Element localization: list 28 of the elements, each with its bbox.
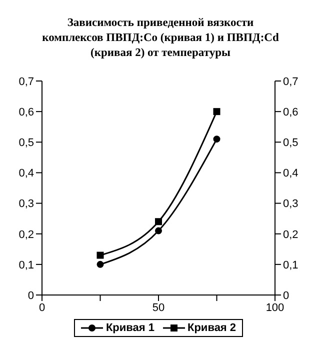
- y-tick-label: 0: [28, 290, 34, 302]
- y2-tick-label: 0,7: [283, 76, 298, 88]
- y-tick-label: 0,5: [18, 137, 34, 150]
- legend-label: Кривая 1: [104, 322, 154, 334]
- y-tick-label: 0,6: [18, 106, 34, 118]
- point: [213, 108, 220, 116]
- y2-tick-label: 0: [283, 290, 290, 302]
- legend-label: Кривая 2: [186, 322, 236, 334]
- y-tick-label: 0,4: [18, 168, 34, 180]
- point: [155, 218, 162, 226]
- y2-tick-label: 0,1: [283, 259, 298, 272]
- point: [96, 260, 104, 268]
- y2-tick-label: 0,4: [283, 168, 298, 180]
- y2-tick-label: 0,6: [283, 106, 298, 118]
- point: [96, 252, 104, 259]
- point: [155, 227, 162, 234]
- x-tick-label: 100: [266, 302, 284, 314]
- y-tick-label: 0,1: [18, 259, 34, 272]
- x-tick-label: 50: [152, 302, 165, 314]
- y2-tick-label: 0,5: [283, 137, 298, 150]
- y-tick-label: 0,2: [18, 228, 34, 241]
- y-tick-label: 0,7: [18, 76, 34, 88]
- chart-title: Зависимость приведенной вязкости комплексов ПВПД:Co (кривая 1) и ПВПД:Cd (кривая 2) от температуры: [41, 16, 280, 61]
- y2-tick-label: 0,3: [283, 198, 298, 210]
- y-tick-label: 0,3: [18, 198, 34, 210]
- y2-tick-label: 0,2: [283, 228, 298, 241]
- point: [213, 136, 220, 143]
- x-tick-label: 0: [38, 302, 46, 314]
